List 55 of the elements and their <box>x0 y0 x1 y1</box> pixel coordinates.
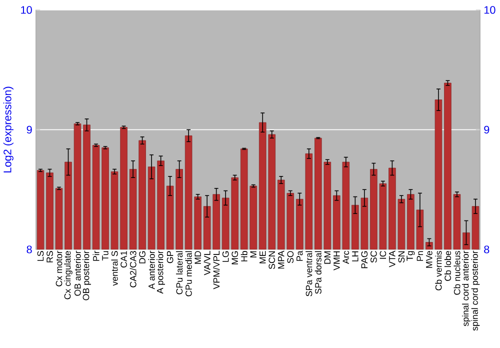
x-tick-label: CA1 <box>120 251 127 268</box>
y-tick-label: 9 <box>26 126 32 134</box>
x-tick-label: Cb vermis <box>435 251 442 290</box>
x-tick-label: RS <box>46 251 53 262</box>
x-tick-label: Cx cingulate <box>64 251 72 300</box>
x-tick-label: Pn <box>416 251 424 261</box>
x-tick-label: VPM/VPL <box>213 251 220 290</box>
x-tick-label: A anterior <box>148 250 155 290</box>
x-tick-label: PAG <box>361 251 368 268</box>
x-tick-label: SC <box>370 251 377 263</box>
x-tick-label: spinal cord posterior <box>471 250 480 331</box>
x-tick-label: VMH <box>334 251 340 270</box>
x-tick-label: Cb nucleus <box>454 251 460 295</box>
y-axis-title: Log2 (expression) <box>3 86 14 172</box>
x-tick-label: OB anterior <box>74 250 81 296</box>
x-tick-label: Hb <box>240 251 248 262</box>
x-tick-label: IC <box>380 251 386 259</box>
x-tick-label: SO <box>287 251 294 264</box>
x-tick-label: SCN <box>268 251 276 270</box>
x-tick-label: LG <box>222 251 229 262</box>
x-tick-label: Tg <box>406 251 415 261</box>
x-tick-label: MPA <box>278 250 284 269</box>
y2-tick-label: 8 <box>484 246 490 254</box>
x-tick-label: ventral S <box>111 251 118 286</box>
x-tick-label: Pa <box>296 250 303 261</box>
x-tick-label: DG <box>139 251 146 264</box>
x-tick-label: SPa dorsal <box>314 251 322 294</box>
x-tick-label: LS <box>37 251 44 261</box>
x-tick-label: DM <box>324 251 330 264</box>
x-tick-label: MVe <box>426 251 432 268</box>
x-tick-label: Arc <box>342 250 350 264</box>
x-tick-label: CA2/CA3 <box>130 251 136 288</box>
y2-tick-label: 10 <box>484 6 496 14</box>
x-tick-label: M <box>250 251 256 258</box>
x-tick-label: spinal cord anterior <box>462 250 470 326</box>
x-tick-label: CPu lateral <box>176 251 183 294</box>
x-tick-label: CPu medial <box>185 251 192 296</box>
x-tick-label: GP <box>166 251 174 264</box>
x-tick-label: LH <box>352 251 358 262</box>
x-tick-label: SN <box>398 251 405 263</box>
x-tick-label: VTA <box>389 250 396 268</box>
x-tick-label: MD <box>194 251 201 264</box>
x-tick-label: Cb lobe <box>444 251 452 281</box>
x-tick-label: Tu <box>102 251 108 261</box>
x-tick-label: SPa ventral <box>306 251 312 296</box>
x-tick-label: VA/VL <box>204 251 210 276</box>
x-tick-label: ME <box>260 251 266 264</box>
y-tick-label: 8 <box>26 246 32 254</box>
x-tick-label: MG <box>232 251 238 264</box>
x-tick-label: A posterior <box>156 250 165 294</box>
x-tick-label: Pir <box>92 250 100 261</box>
y-tick-label: 10 <box>21 6 32 14</box>
y2-tick-label: 9 <box>484 126 490 134</box>
x-tick-label: Cx motor <box>56 250 62 286</box>
x-tick-label: OB posterior <box>82 250 91 300</box>
